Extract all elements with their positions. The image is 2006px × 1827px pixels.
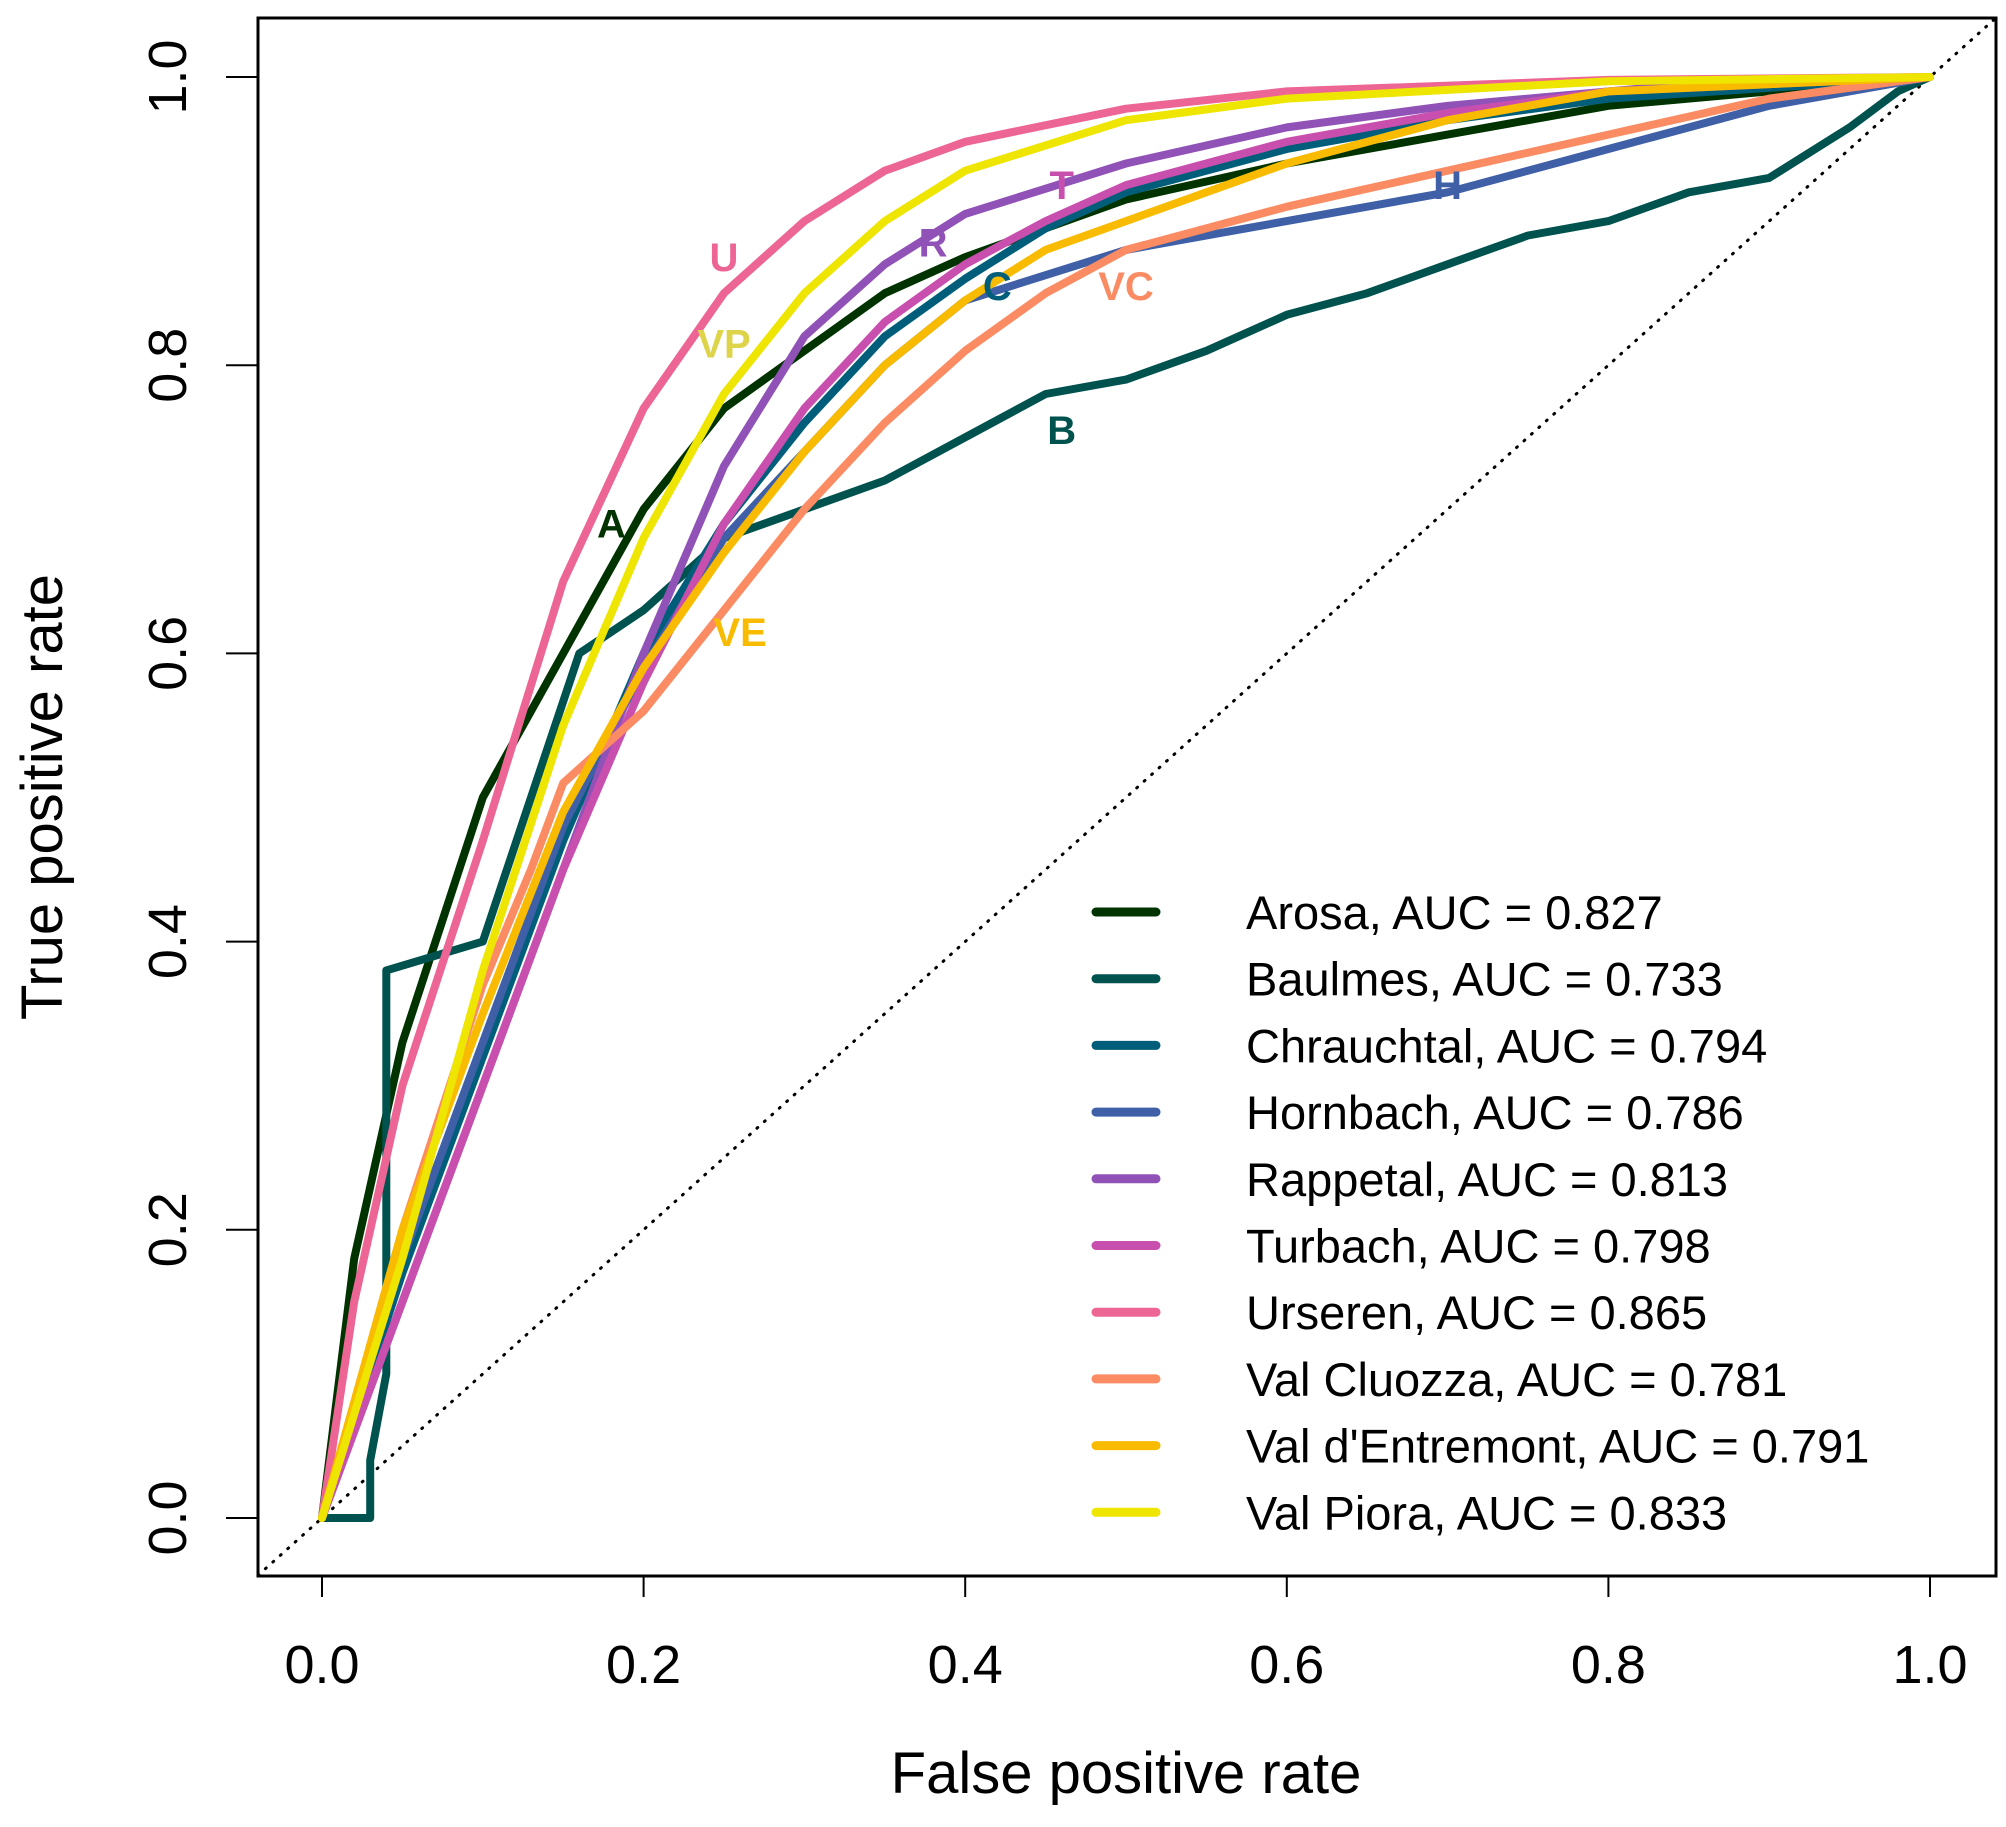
legend-label: Baulmes, AUC = 0.733 [1246, 953, 1723, 1006]
legend-item: Urseren, AUC = 0.865 [1091, 1286, 1707, 1339]
curve-label-r: R [919, 222, 948, 266]
legend-label: Val Piora, AUC = 0.833 [1246, 1486, 1727, 1539]
y-tick-label: 0.6 [138, 616, 198, 691]
curve-label-h: H [1433, 164, 1462, 208]
curve-label-vp: VP [697, 323, 750, 367]
chance-reference-line [256, 16, 1998, 1577]
x-tick-label: 0.6 [1249, 1635, 1324, 1695]
curve-label-vc: VC [1098, 265, 1154, 309]
curve-label-c: C [983, 265, 1012, 309]
x-tick-label: 0.0 [284, 1635, 359, 1695]
legend-item: Chrauchtal, AUC = 0.794 [1091, 1019, 1767, 1072]
roc-curve-urseren [318, 73, 1934, 1522]
curves-layer [318, 73, 1934, 1522]
legend-item: Val Cluozza, AUC = 0.781 [1091, 1353, 1787, 1406]
y-tick-label: 0.4 [138, 904, 198, 979]
curve-label-t: T [1049, 164, 1073, 208]
roc-curve-val-d-entremont [318, 73, 1934, 1522]
x-tick-label: 0.4 [928, 1635, 1003, 1695]
x-tick-label: 0.2 [606, 1635, 681, 1695]
roc-curve-turbach [318, 73, 1934, 1522]
y-axis: 0.0 0.2 0.4 0.6 0.8 1.0 [138, 39, 259, 1556]
legend: Arosa, AUC = 0.827 Baulmes, AUC = 0.733 Ch… [1091, 886, 1869, 1539]
legend-item: Arosa, AUC = 0.827 [1091, 886, 1663, 939]
reference-line-layer [256, 16, 1998, 1577]
legend-item: Hornbach, AUC = 0.786 [1091, 1086, 1744, 1139]
legend-label: Rappetal, AUC = 0.813 [1246, 1153, 1728, 1206]
roc-curve-val-cluozza [318, 73, 1934, 1522]
x-axis: 0.0 0.2 0.4 0.6 0.8 1.0 [284, 1575, 1968, 1695]
x-axis-title: False positive rate [891, 1741, 1362, 1806]
legend-label: Val d'Entremont, AUC = 0.791 [1246, 1420, 1869, 1473]
curve-label-u: U [710, 236, 739, 280]
x-tick-label: 0.8 [1571, 1635, 1646, 1695]
y-axis-title: True positive rate [10, 574, 75, 1020]
legend-item: Val Piora, AUC = 0.833 [1091, 1486, 1727, 1539]
y-tick-label: 0.0 [138, 1480, 198, 1555]
legend-label: Hornbach, AUC = 0.786 [1246, 1086, 1744, 1139]
legend-label: Arosa, AUC = 0.827 [1246, 886, 1663, 939]
y-tick-label: 0.8 [138, 328, 198, 403]
y-tick-label: 0.2 [138, 1192, 198, 1267]
legend-item: Baulmes, AUC = 0.733 [1091, 953, 1723, 1006]
legend-label: Turbach, AUC = 0.798 [1246, 1220, 1711, 1273]
roc-curve-arosa [318, 73, 1934, 1522]
roc-curve-baulmes [318, 73, 1934, 1522]
legend-item: Turbach, AUC = 0.798 [1091, 1220, 1711, 1273]
y-tick-label: 1.0 [138, 39, 198, 114]
legend-label: Urseren, AUC = 0.865 [1246, 1286, 1707, 1339]
roc-curve-val-piora [318, 73, 1934, 1522]
legend-item: Val d'Entremont, AUC = 0.791 [1091, 1420, 1869, 1473]
curve-label-ve: VE [713, 611, 766, 655]
legend-label: Val Cluozza, AUC = 0.781 [1246, 1353, 1787, 1406]
legend-label: Chrauchtal, AUC = 0.794 [1246, 1019, 1767, 1072]
legend-item: Rappetal, AUC = 0.813 [1091, 1153, 1728, 1206]
x-tick-label: 1.0 [1892, 1635, 1967, 1695]
curve-label-b: B [1047, 409, 1076, 453]
roc-curve-chrauchtal [318, 73, 1934, 1522]
curve-labels-layer: A B C H R T U VC VE VP [597, 164, 1462, 655]
curve-label-a: A [597, 503, 626, 547]
